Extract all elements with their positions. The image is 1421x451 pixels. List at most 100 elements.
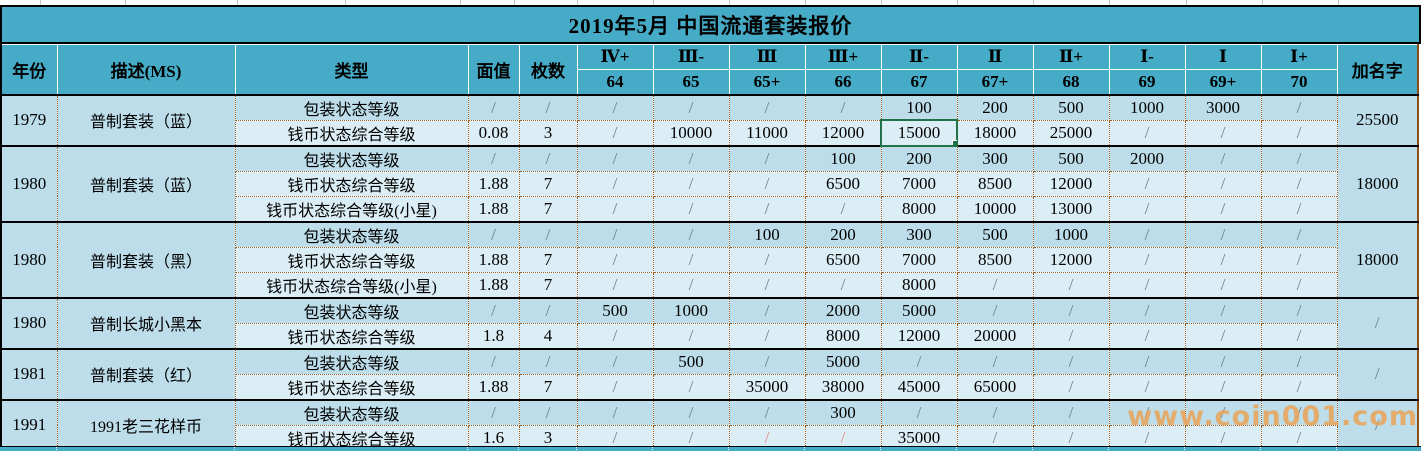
add-name-cell[interactable]: 18000	[1336, 221, 1419, 298]
face-value-cell[interactable]: /	[467, 221, 520, 248]
price-cell[interactable]: 300	[880, 221, 958, 248]
year-cell[interactable]: 1979	[0, 94, 58, 146]
price-cell[interactable]: 12000	[1032, 246, 1110, 273]
price-cell[interactable]: 2000	[804, 297, 882, 324]
count-cell[interactable]: /	[518, 297, 578, 324]
count-cell[interactable]: /	[518, 399, 578, 426]
price-cell[interactable]: /	[728, 348, 806, 375]
price-cell[interactable]: /	[1260, 195, 1338, 222]
price-cell[interactable]: /	[576, 119, 654, 146]
header-grade-num-69+[interactable]: 69+	[1184, 69, 1262, 95]
price-cell[interactable]: 8000	[880, 195, 958, 222]
price-cell[interactable]: /	[1108, 221, 1186, 248]
price-cell[interactable]: 300	[804, 399, 882, 426]
price-cell[interactable]: /	[1032, 399, 1110, 426]
price-cell[interactable]: /	[728, 195, 806, 222]
price-cell[interactable]: /	[576, 195, 654, 222]
count-cell[interactable]: /	[518, 145, 578, 172]
price-cell[interactable]: /	[1108, 373, 1186, 400]
price-cell[interactable]: /	[652, 195, 730, 222]
face-value-cell[interactable]: 1.88	[467, 246, 520, 273]
price-cell[interactable]: /	[1260, 373, 1338, 400]
add-name-cell[interactable]: /	[1336, 297, 1419, 349]
price-cell[interactable]: /	[880, 399, 958, 426]
price-cell[interactable]: 13000	[1032, 195, 1110, 222]
price-cell[interactable]: /	[1032, 271, 1110, 298]
type-cell[interactable]: 包装状态等级	[234, 297, 469, 324]
header-grade-65[interactable]: Ⅲ-	[652, 44, 730, 70]
price-cell[interactable]: /	[652, 271, 730, 298]
count-cell[interactable]: /	[518, 221, 578, 248]
price-cell[interactable]: /	[804, 271, 882, 298]
price-cell[interactable]: /	[728, 271, 806, 298]
price-cell[interactable]: /	[728, 399, 806, 426]
price-cell[interactable]: /	[1108, 170, 1186, 197]
add-name-cell[interactable]: /	[1336, 399, 1419, 451]
price-cell[interactable]: /	[1184, 221, 1262, 248]
count-cell[interactable]: 7	[518, 246, 578, 273]
price-cell[interactable]: 2000	[1108, 145, 1186, 172]
price-cell[interactable]: /	[576, 322, 654, 349]
price-cell[interactable]: /	[1184, 348, 1262, 375]
price-cell[interactable]: /	[1260, 271, 1338, 298]
price-cell[interactable]: /	[1184, 399, 1262, 426]
header-year[interactable]: 年份	[0, 44, 58, 95]
price-cell[interactable]: 500	[576, 297, 654, 324]
price-cell[interactable]: /	[1260, 297, 1338, 324]
price-cell[interactable]: /	[880, 348, 958, 375]
desc-cell[interactable]: 1991老三花样币	[56, 399, 236, 451]
price-cell[interactable]: /	[956, 297, 1034, 324]
price-cell[interactable]: /	[1184, 297, 1262, 324]
price-cell[interactable]: 100	[728, 221, 806, 248]
header-grade-70[interactable]: Ⅰ+	[1260, 44, 1338, 70]
desc-cell[interactable]: 普制套装（黑）	[56, 221, 236, 298]
price-cell[interactable]: /	[1032, 348, 1110, 375]
year-cell[interactable]: 1980	[0, 297, 58, 349]
year-cell[interactable]: 1981	[0, 348, 58, 400]
desc-cell[interactable]: 普制套装（蓝）	[56, 145, 236, 222]
price-cell[interactable]: 200	[804, 221, 882, 248]
count-cell[interactable]: 7	[518, 195, 578, 222]
header-face-value[interactable]: 面值	[467, 44, 520, 95]
price-cell[interactable]: /	[1108, 399, 1186, 426]
price-cell[interactable]: 45000	[880, 373, 958, 400]
price-cell[interactable]: /	[728, 246, 806, 273]
price-cell[interactable]: 7000	[880, 246, 958, 273]
price-cell[interactable]: /	[1260, 94, 1338, 121]
price-cell[interactable]: /	[1260, 246, 1338, 273]
face-value-cell[interactable]: 1.88	[467, 195, 520, 222]
price-cell[interactable]: /	[1108, 297, 1186, 324]
price-cell[interactable]: /	[652, 145, 730, 172]
header-grade-65+[interactable]: Ⅲ	[728, 44, 806, 70]
price-cell[interactable]: /	[652, 170, 730, 197]
price-cell[interactable]: 1000	[1032, 221, 1110, 248]
price-cell[interactable]: 12000	[1032, 170, 1110, 197]
selected-cell[interactable]: 15000	[880, 119, 958, 147]
count-cell[interactable]: 4	[518, 322, 578, 349]
price-cell[interactable]: /	[728, 94, 806, 121]
price-cell[interactable]: 8500	[956, 170, 1034, 197]
price-cell[interactable]: /	[804, 94, 882, 121]
price-cell[interactable]: /	[1184, 170, 1262, 197]
price-cell[interactable]: 500	[1032, 94, 1110, 121]
header-grade-67[interactable]: Ⅱ-	[880, 44, 958, 70]
price-cell[interactable]: /	[576, 399, 654, 426]
price-cell[interactable]: /	[576, 373, 654, 400]
type-cell[interactable]: 钱币状态综合等级(小星)	[234, 195, 469, 222]
header-grade-num-66[interactable]: 66	[804, 69, 882, 95]
price-cell[interactable]: 5000	[804, 348, 882, 375]
count-cell[interactable]: /	[518, 94, 578, 121]
face-value-cell[interactable]: 1.88	[467, 271, 520, 298]
price-cell[interactable]: /	[1184, 195, 1262, 222]
price-cell[interactable]: /	[956, 348, 1034, 375]
price-cell[interactable]: 8000	[880, 271, 958, 298]
face-value-cell[interactable]: /	[467, 348, 520, 375]
header-grade-num-65[interactable]: 65	[652, 69, 730, 95]
price-cell[interactable]: /	[1108, 348, 1186, 375]
desc-cell[interactable]: 普制长城小黑本	[56, 297, 236, 349]
price-cell[interactable]: /	[1184, 373, 1262, 400]
price-cell[interactable]: /	[1184, 145, 1262, 172]
price-cell[interactable]: /	[652, 94, 730, 121]
header-grade-num-64[interactable]: 64	[576, 69, 654, 95]
price-cell[interactable]: 12000	[804, 119, 882, 146]
